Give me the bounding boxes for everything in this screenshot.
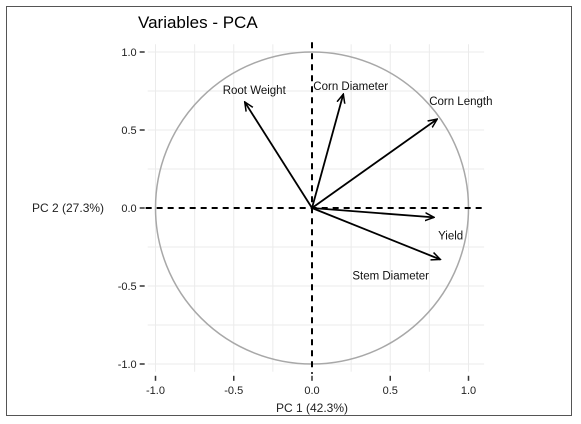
- loading-arrow: [311, 94, 343, 209]
- variable-label: Corn Length: [429, 96, 492, 108]
- variable-label: Corn Diameter: [313, 81, 388, 93]
- y-tick-label: 1.0: [121, 47, 136, 59]
- x-axis-label: PC 1 (42.3%): [276, 401, 348, 415]
- y-axis-label: PC 2 (27.3%): [32, 201, 104, 215]
- variable-labels: Root Weight Corn Diameter Corn Length Yield…: [223, 81, 493, 282]
- loading-arrows: [245, 94, 441, 259]
- loading-arrow: [311, 207, 434, 217]
- y-tick-label: -0.5: [118, 281, 137, 293]
- x-tick-label: 0.5: [383, 385, 398, 397]
- y-tick-label: 0.5: [121, 125, 136, 137]
- chart-title: Variables - PCA: [138, 13, 258, 32]
- loading-arrow: [311, 207, 440, 259]
- x-tick-label: 1.0: [461, 385, 476, 397]
- x-tick-label: 0.0: [304, 385, 319, 397]
- loading-arrow: [245, 102, 313, 209]
- x-tick-label: -0.5: [224, 385, 243, 397]
- figure-frame: [6, 6, 572, 416]
- variable-label: Root Weight: [223, 85, 287, 97]
- axis-ticks: -1.0 -0.5 0.0 0.5 1.0 1.0 0.5 0.0 -0.5 -1.0: [118, 47, 476, 397]
- y-tick-label: 0.0: [121, 203, 136, 215]
- loading-arrow: [311, 119, 437, 209]
- variable-label: Yield: [438, 230, 463, 242]
- y-tick-label: -1.0: [118, 359, 137, 371]
- variable-label: Stem Diameter: [352, 270, 429, 282]
- x-tick-label: -1.0: [146, 385, 165, 397]
